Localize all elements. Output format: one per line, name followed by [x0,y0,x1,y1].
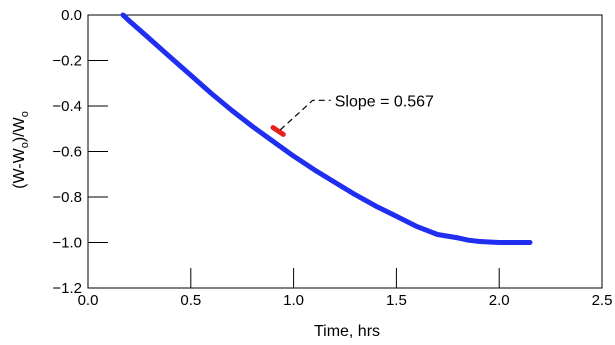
x-tick-label: 2.5 [592,292,613,309]
y-tick-label: −1.2 [52,280,82,297]
x-tick-label: 1.0 [283,292,304,309]
plot-frame [87,14,603,289]
y-axis-title-subscript: o [19,111,31,117]
x-tick-label: 0.5 [180,292,201,309]
y-tick-label: −0.6 [52,144,82,161]
x-tick-label: 2.0 [489,292,510,309]
series-line-main [120,12,533,245]
annotation-label: Slope = 0.567 [335,93,434,110]
x-axis: 0.0 0.5 1.0 1.5 2.0 2.5 [78,268,613,309]
y-tick-label: −0.4 [52,98,82,115]
x-tick-label: 1.5 [386,292,407,309]
series-layer [120,12,533,245]
y-axis: 0.0 −0.2 −0.4 −0.6 −0.8 −1.0 −1.2 [52,7,108,297]
plot-area [87,14,603,289]
annotation-leader [279,99,331,131]
x-axis-title: Time, hrs [314,323,380,340]
y-axis-title-part: )/W [11,116,28,142]
x-tick-label: 0.0 [78,292,99,309]
y-tick-label: −0.2 [52,53,82,70]
y-axis-title-subscript: o [19,142,31,148]
y-tick-label: −0.8 [52,189,82,206]
y-axis-title-part: (W-W [11,147,28,188]
y-tick-label: 0.0 [61,7,82,24]
annotation-layer: Slope = 0.567 [279,93,434,131]
series-line-highlight [270,125,286,137]
y-tick-label: −1.0 [52,235,82,252]
y-axis-title: (W-Wo)/Wo [11,111,31,189]
